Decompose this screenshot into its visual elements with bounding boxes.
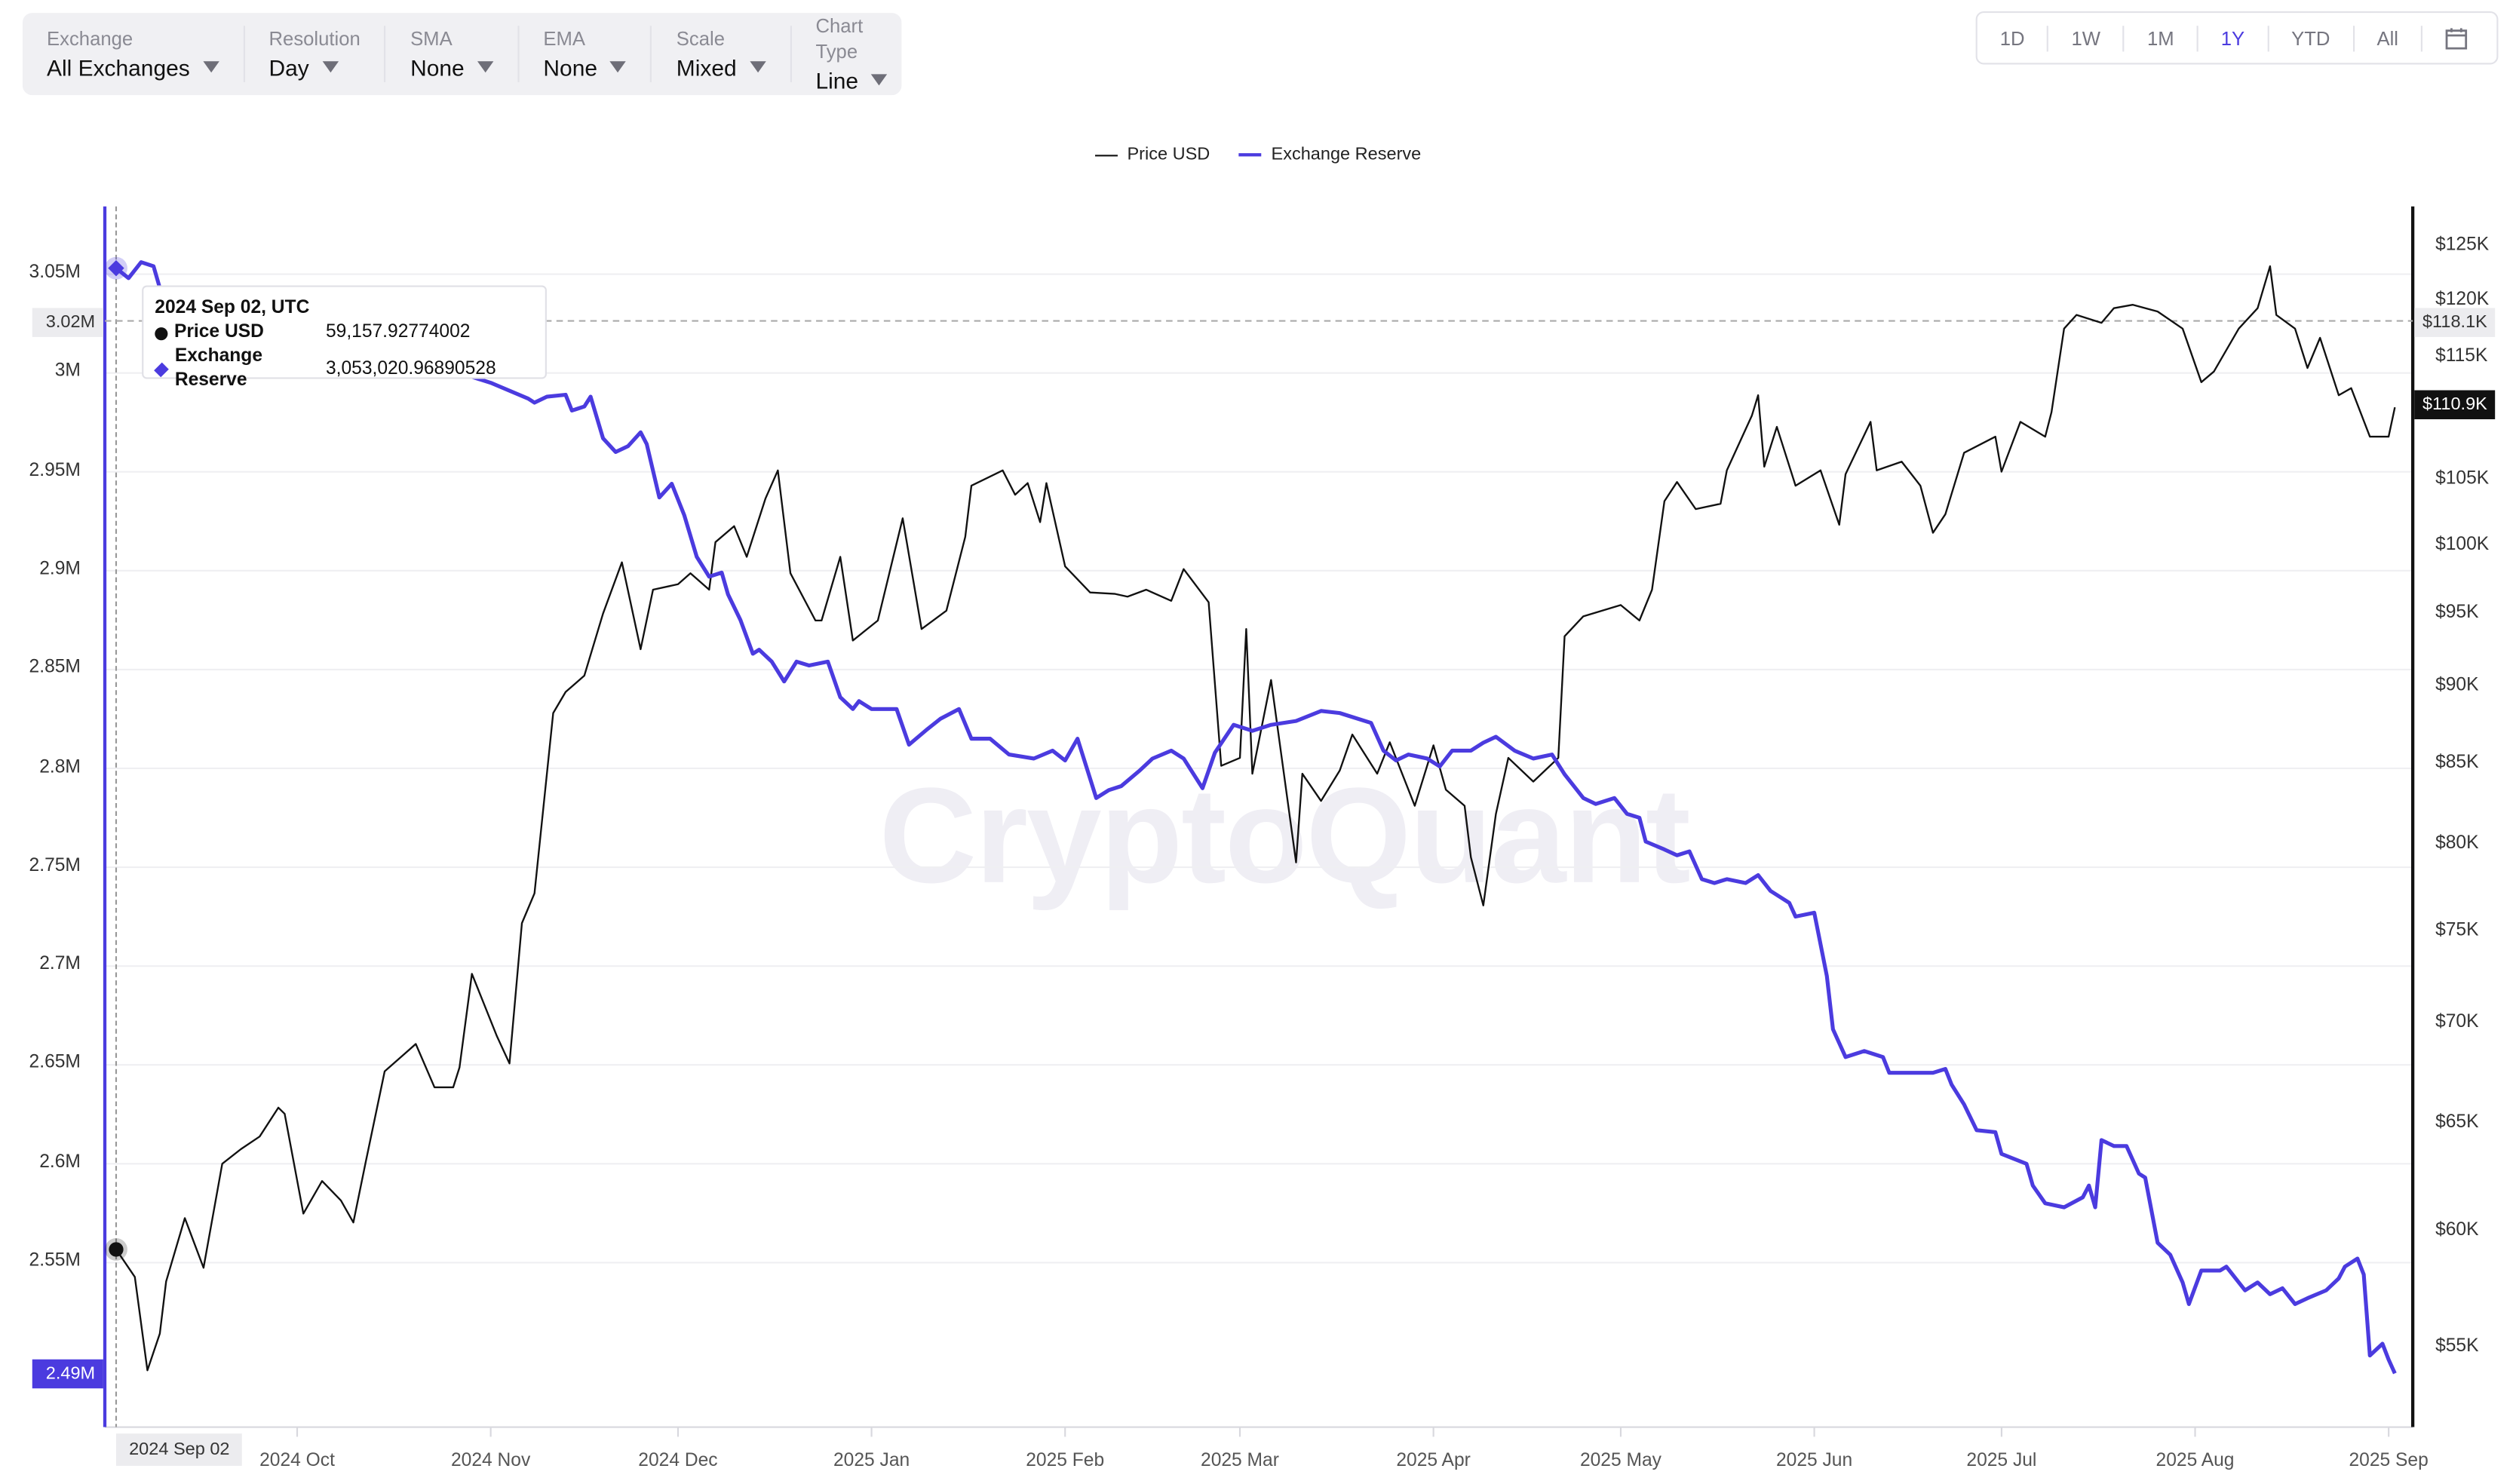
ema-label: EMA bbox=[543, 26, 586, 50]
caret-down-icon bbox=[321, 61, 339, 73]
circle-icon bbox=[155, 327, 168, 340]
reserve-line-swatch bbox=[1238, 153, 1262, 157]
diamond-icon bbox=[154, 361, 170, 377]
exchange-value: All Exchanges bbox=[47, 54, 190, 80]
price-hover-point bbox=[109, 1242, 124, 1257]
exchange-reserve-line bbox=[115, 260, 2397, 1375]
right-axis-tick-label: $115K bbox=[2435, 347, 2488, 367]
caret-down-icon bbox=[477, 61, 494, 73]
right-axis-tick-label: $55K bbox=[2435, 1336, 2479, 1357]
chart-type-value: Line bbox=[815, 66, 859, 93]
legend-price-usd[interactable]: Price USD bbox=[1094, 145, 1210, 165]
right-axis-tick-label: $70K bbox=[2435, 1013, 2479, 1033]
scale-label: Scale bbox=[676, 26, 726, 50]
range-1d-button[interactable]: 1D bbox=[1978, 25, 2049, 51]
x-axis-tick-label: 2025 Jan bbox=[833, 1451, 910, 1471]
x-axis-tick-label: 2025 Jul bbox=[1966, 1451, 2037, 1471]
scale-value: Mixed bbox=[676, 54, 737, 80]
x-axis-tick-label: 2025 Feb bbox=[1026, 1451, 1105, 1471]
right-axis-tick-label: $125K bbox=[2435, 235, 2490, 255]
left-axis-tick-label: 2.6M bbox=[39, 1152, 81, 1172]
tooltip-price-name: Price USD bbox=[173, 322, 264, 342]
right-axis-tick-label: $80K bbox=[2435, 834, 2479, 854]
range-all-button[interactable]: All bbox=[2355, 25, 2423, 51]
reserve-last-value: 2.49M bbox=[32, 1359, 103, 1389]
price-line-swatch bbox=[1094, 154, 1118, 156]
crosshair-date-label: 2024 Sep 02 bbox=[115, 1433, 243, 1466]
sma-value: None bbox=[410, 54, 465, 80]
left-axis-tick-label: 2.8M bbox=[39, 757, 81, 777]
left-axis-tick-label: 2.75M bbox=[29, 856, 81, 875]
right-axis-tick-label: $120K bbox=[2435, 290, 2490, 310]
left-axis-tick-label: 2.95M bbox=[29, 460, 81, 480]
left-axis-tick-label: 2.65M bbox=[29, 1053, 81, 1073]
left-crosshair-value: 3.02M bbox=[32, 308, 103, 337]
tooltip-date: 2024 Sep 02, UTC bbox=[155, 298, 310, 318]
left-axis-tick-label: 2.85M bbox=[29, 658, 81, 678]
x-axis-tick-label: 2025 Apr bbox=[1396, 1451, 1471, 1471]
hover-tooltip: 2024 Sep 02, UTC Price USD 59,157.9277400… bbox=[142, 285, 547, 391]
range-1m-button[interactable]: 1M bbox=[2125, 25, 2198, 51]
chart-legend: Price USD Exchange Reserve bbox=[0, 145, 2516, 164]
x-axis-tick-label: 2025 Mar bbox=[1201, 1451, 1279, 1471]
range-1w-button[interactable]: 1W bbox=[2049, 25, 2125, 51]
caret-down-icon bbox=[610, 61, 627, 73]
tooltip-price-value: 59,157.92774002 bbox=[325, 322, 471, 342]
right-crosshair-value: $118.1K bbox=[2414, 308, 2496, 337]
resolution-select[interactable]: Resolution Day bbox=[244, 26, 386, 83]
legend-exchange-reserve[interactable]: Exchange Reserve bbox=[1238, 145, 1422, 165]
chart-settings-toolbar: Exchange All Exchanges Resolution Day SM… bbox=[22, 13, 902, 96]
left-axis-tick-label: 2.55M bbox=[29, 1251, 81, 1271]
left-axis-tick-label: 2.7M bbox=[39, 955, 81, 974]
left-axis-tick-label: 3.05M bbox=[29, 262, 81, 283]
resolution-label: Resolution bbox=[268, 26, 361, 50]
right-axis-tick-label: $105K bbox=[2435, 469, 2490, 489]
x-axis-tick-label: 2024 Dec bbox=[638, 1451, 718, 1471]
legend-price-label: Price USD bbox=[1127, 145, 1210, 165]
price-usd-line bbox=[115, 265, 2396, 1372]
right-axis-tick-label: $75K bbox=[2435, 921, 2479, 940]
chart-type-select[interactable]: Chart Type Line bbox=[791, 14, 911, 93]
right-axis-tick-label: $100K bbox=[2435, 535, 2490, 554]
calendar-icon[interactable] bbox=[2422, 26, 2490, 49]
x-axis-tick-label: 2024 Nov bbox=[450, 1451, 531, 1471]
exchange-label: Exchange bbox=[47, 26, 133, 50]
chart-type-label: Chart Type bbox=[815, 14, 864, 63]
sma-label: SMA bbox=[410, 26, 453, 50]
range-1y-button[interactable]: 1Y bbox=[2198, 25, 2269, 51]
right-axis-tick-label: $95K bbox=[2435, 603, 2479, 624]
caret-down-icon bbox=[202, 61, 219, 73]
legend-reserve-label: Exchange Reserve bbox=[1271, 145, 1422, 165]
x-axis-tick-label: 2025 May bbox=[1579, 1451, 1661, 1471]
ema-value: None bbox=[543, 54, 597, 80]
left-axis-tick-label: 3M bbox=[54, 361, 81, 382]
ema-select[interactable]: EMA None bbox=[519, 26, 652, 83]
x-axis-tick-label: 2025 Sep bbox=[2349, 1451, 2429, 1471]
tooltip-reserve-name: Exchange Reserve bbox=[174, 346, 263, 391]
scale-select[interactable]: Scale Mixed bbox=[652, 26, 792, 83]
right-axis-tick-label: $60K bbox=[2435, 1220, 2479, 1240]
x-axis-tick-label: 2025 Aug bbox=[2155, 1451, 2235, 1471]
right-axis-tick-label: $85K bbox=[2435, 753, 2479, 773]
caret-down-icon bbox=[871, 74, 888, 86]
x-axis-tick-label: 2025 Jun bbox=[1775, 1451, 1853, 1471]
price-last-value: $110.9K bbox=[2414, 390, 2496, 419]
right-axis-tick-label: $90K bbox=[2435, 676, 2479, 696]
exchange-select[interactable]: Exchange All Exchanges bbox=[23, 26, 245, 83]
time-range-selector: 1D 1W 1M 1Y YTD All bbox=[1975, 11, 2499, 65]
range-ytd-button[interactable]: YTD bbox=[2269, 25, 2355, 51]
tooltip-reserve-value: 3,053,020.96890528 bbox=[325, 358, 496, 379]
right-axis-tick-label: $65K bbox=[2435, 1112, 2479, 1133]
sma-select[interactable]: SMA None bbox=[386, 26, 520, 83]
caret-down-icon bbox=[749, 61, 766, 73]
left-axis-tick-label: 2.9M bbox=[39, 559, 81, 579]
x-axis-tick-label: 2024 Oct bbox=[259, 1451, 335, 1471]
resolution-value: Day bbox=[268, 54, 309, 80]
